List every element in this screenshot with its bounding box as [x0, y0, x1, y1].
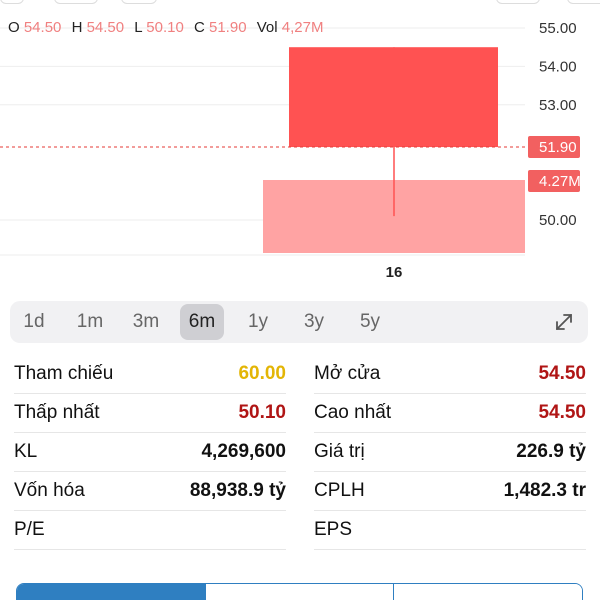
- close-value: 51.90: [209, 19, 247, 36]
- stat-value: 88,938.9 tỷ: [189, 480, 286, 501]
- stat-market-cap: Vốn hóa 88,938.9 tỷ: [14, 472, 286, 511]
- stat-high: Cao nhất 54.50: [314, 394, 586, 433]
- ohlc-readout: O 54.50 H 54.50 L 50.10 C 51.90 Vol 4,27…: [8, 19, 329, 36]
- volume-label: Vol: [256, 19, 278, 36]
- stat-label: EPS: [314, 519, 353, 540]
- stat-label: P/E: [14, 519, 45, 540]
- period-1y[interactable]: 1y: [247, 311, 269, 332]
- stat-label: Mở cửa: [314, 363, 381, 384]
- stat-value: 50.10: [238, 402, 286, 423]
- open-label: O: [8, 19, 20, 36]
- stat-label: Tham chiếu: [14, 363, 114, 384]
- stat-label: Vốn hóa: [14, 480, 85, 501]
- volume-tag-label: 4.27M: [539, 173, 581, 190]
- stat-open: Mở cửa 54.50: [314, 355, 586, 394]
- period-1d[interactable]: 1d: [23, 311, 45, 332]
- candle-body: [289, 47, 498, 148]
- price-chart[interactable]: 55.00 54.00 53.00 50.00 51.90 4.27M 16 O 54.50…: [0, 0, 600, 290]
- last-price-tag: [528, 136, 580, 159]
- stat-value: 54.50: [538, 402, 586, 423]
- last-price-label: 51.90: [539, 139, 577, 156]
- stat-label: Thấp nhất: [14, 402, 100, 423]
- volume-value: 4,27M: [281, 19, 324, 36]
- chart-canvas: 55.00 54.00 53.00 50.00 51.90 4.27M 16: [0, 20, 581, 281]
- period-3m[interactable]: 3m: [132, 311, 160, 332]
- y-tick-label: 53.00: [539, 97, 577, 114]
- period-6m[interactable]: 6m: [180, 304, 224, 340]
- stat-label: CPLH: [314, 480, 365, 501]
- stat-value: 60.00: [238, 363, 286, 384]
- period-5y[interactable]: 5y: [359, 311, 381, 332]
- stat-label: Giá trị: [314, 441, 365, 462]
- stat-value: 226.9 tỷ: [516, 441, 586, 462]
- period-3y[interactable]: 3y: [303, 311, 325, 332]
- low-label: L: [134, 19, 143, 36]
- x-tick-label: 16: [386, 264, 403, 281]
- bottom-tab[interactable]: [205, 584, 395, 600]
- bottom-tab[interactable]: [394, 584, 582, 600]
- stat-value: 4,269,600: [201, 441, 286, 462]
- expand-icon[interactable]: [552, 310, 576, 334]
- high-value: 54.50: [86, 19, 125, 36]
- stat-pe: P/E: [14, 511, 286, 550]
- high-label: H: [71, 19, 83, 36]
- low-value: 50.10: [146, 19, 184, 36]
- period-1m[interactable]: 1m: [76, 311, 104, 332]
- bottom-tab-bar: [16, 583, 583, 600]
- y-tick-label: 50.00: [539, 212, 577, 229]
- volume-tag: [528, 170, 580, 192]
- stat-shares-outstanding: CPLH 1,482.3 tr: [314, 472, 586, 511]
- close-label: C: [193, 19, 205, 36]
- stat-label: Cao nhất: [314, 402, 392, 423]
- stat-reference: Tham chiếu 60.00: [14, 355, 286, 394]
- stat-label: KL: [14, 441, 38, 462]
- stat-low: Thấp nhất 50.10: [14, 394, 286, 433]
- bottom-tab[interactable]: [17, 584, 206, 600]
- stat-value: 54.50: [538, 363, 586, 384]
- y-tick-label: 55.00: [539, 20, 577, 37]
- stat-volume: KL 4,269,600: [14, 433, 286, 472]
- y-tick-label: 54.00: [539, 58, 577, 75]
- open-value: 54.50: [23, 19, 62, 36]
- stat-value-traded: Giá trị 226.9 tỷ: [314, 433, 586, 472]
- period-selector: 1d 1m 3m 6m 1y 3y 5y: [10, 301, 588, 343]
- stat-eps: EPS: [314, 511, 586, 550]
- stat-value: 1,482.3 tr: [503, 480, 586, 501]
